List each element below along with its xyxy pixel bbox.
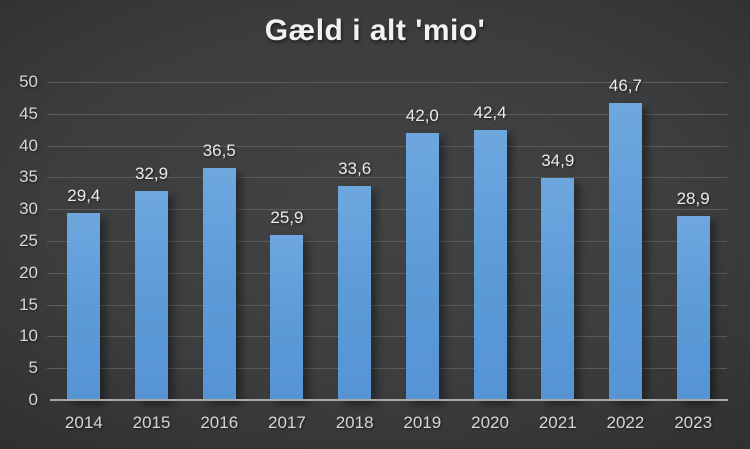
y-tick-label: 10 xyxy=(19,326,38,346)
gridline xyxy=(47,145,727,147)
gridline xyxy=(47,304,727,306)
y-tick-label: 30 xyxy=(19,199,38,219)
bar-value-label: 32,9 xyxy=(135,163,169,183)
bar xyxy=(541,178,575,400)
y-tick-label: 20 xyxy=(19,262,38,282)
x-tick-label: 2015 xyxy=(132,413,171,432)
chart-title: Gæld i alt 'mio' xyxy=(264,14,486,47)
bar xyxy=(67,213,101,400)
bar xyxy=(135,190,169,400)
gridline xyxy=(47,209,727,211)
gridline xyxy=(47,113,727,115)
gridline xyxy=(47,82,727,83)
gridline xyxy=(47,368,727,370)
bar xyxy=(473,130,507,400)
bar xyxy=(405,132,439,400)
bar-value-label: 46,7 xyxy=(608,75,642,95)
y-tick-label: 45 xyxy=(19,103,38,123)
bar-value-label: 25,9 xyxy=(270,208,304,228)
bar-value-label: 34,9 xyxy=(541,151,575,171)
bar xyxy=(338,186,372,400)
x-tick-label: 2014 xyxy=(64,413,103,432)
y-tick-label: 5 xyxy=(28,358,38,378)
x-tick-label: 2016 xyxy=(200,413,239,432)
bar-value-label: 33,6 xyxy=(338,159,372,179)
x-tick-label: 2023 xyxy=(674,413,713,432)
x-tick-label: 2017 xyxy=(268,413,306,432)
y-tick-label: 35 xyxy=(19,167,38,187)
x-tick-label: 2020 xyxy=(471,413,509,432)
gridline xyxy=(47,336,727,338)
gridline xyxy=(47,272,727,274)
x-axis-line xyxy=(50,399,728,401)
y-tick-label: 0 xyxy=(28,390,38,409)
y-tick-label: 25 xyxy=(19,231,38,250)
bar xyxy=(270,235,304,400)
bar-value-label: 28,9 xyxy=(676,189,710,209)
bar xyxy=(202,167,236,400)
bar-value-label: 36,5 xyxy=(202,140,236,160)
y-tick-label: 40 xyxy=(19,135,38,155)
bar xyxy=(608,102,642,400)
bar-value-label: 29,4 xyxy=(67,186,101,206)
y-tick-label: 50 xyxy=(19,72,38,91)
gridline xyxy=(47,177,727,179)
bar-value-label: 42,4 xyxy=(473,103,507,123)
bar xyxy=(676,216,710,400)
x-tick-label: 2022 xyxy=(606,413,645,432)
y-tick-label: 15 xyxy=(19,294,38,314)
x-tick-label: 2018 xyxy=(335,413,374,432)
gridline xyxy=(47,241,727,242)
bar-value-label: 42,0 xyxy=(405,105,439,125)
x-tick-label: 2019 xyxy=(403,413,442,432)
x-tick-label: 2021 xyxy=(538,413,577,432)
